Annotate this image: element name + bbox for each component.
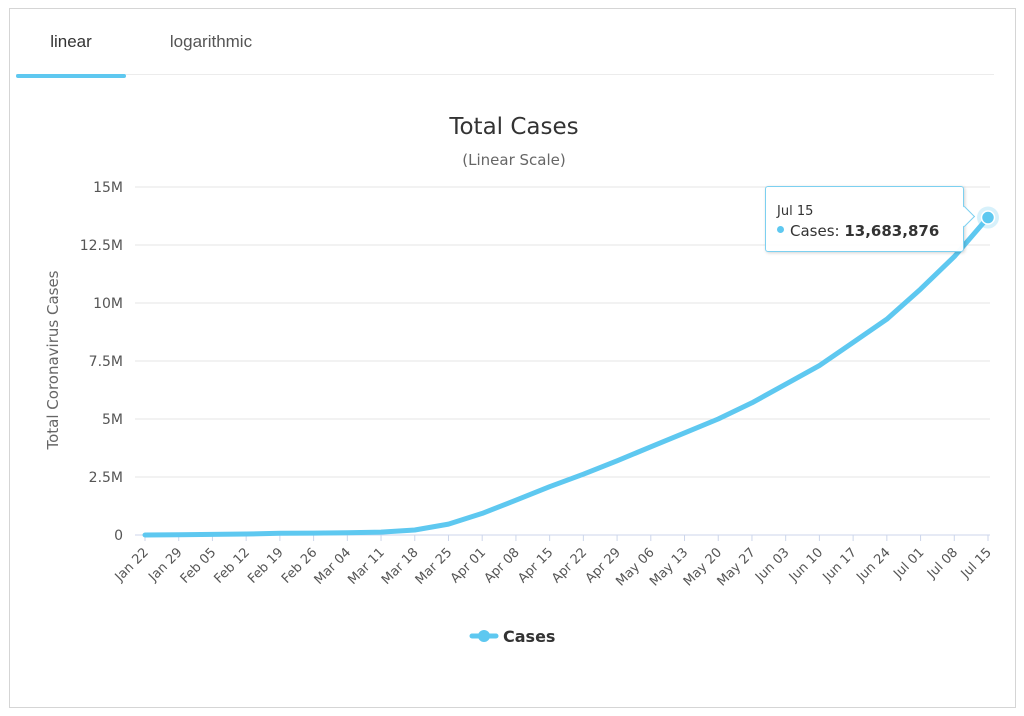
chart-title: Total Cases xyxy=(448,114,578,140)
tab-logarithmic-label: logarithmic xyxy=(169,32,253,51)
y-tick-label: 0 xyxy=(114,528,123,544)
y-axis-ticks: 0 2.5M 5M 7.5M 10M 12.5M 15M xyxy=(80,180,123,544)
tab-active-underline xyxy=(16,74,126,78)
legend[interactable]: Cases xyxy=(469,627,555,646)
x-tick-label: Feb 19 xyxy=(245,545,287,587)
x-tick-label: Apr 01 xyxy=(448,545,489,586)
x-tick-label: Jun 17 xyxy=(820,545,860,585)
tooltip-row: Cases: 13,683,876 xyxy=(777,222,939,240)
legend-label: Cases xyxy=(503,627,555,646)
scale-tabs: linear logarithmic xyxy=(16,24,994,78)
chart-subtitle: (Linear Scale) xyxy=(462,151,565,169)
x-tick-label: Apr 22 xyxy=(549,545,590,586)
y-tick-label: 10M xyxy=(93,296,123,312)
hover-point[interactable] xyxy=(980,210,996,225)
tooltip-series-dot-icon xyxy=(777,226,784,233)
x-tick-label: Jun 10 xyxy=(786,545,826,585)
tooltip-series-label: Cases: xyxy=(790,222,845,240)
x-tick-label: May 27 xyxy=(715,545,759,589)
y-tick-label: 7.5M xyxy=(89,354,123,370)
x-tick-label: Jan 22 xyxy=(112,545,152,585)
y-tick-label: 5M xyxy=(102,412,123,428)
x-tick-label: Jun 24 xyxy=(853,545,893,585)
tab-logarithmic[interactable]: logarithmic xyxy=(156,24,266,74)
legend-dot-icon xyxy=(478,630,490,642)
x-tick-label: Jul 01 xyxy=(890,545,927,582)
y-tick-label: 15M xyxy=(93,180,123,196)
x-tick-label: Mar 04 xyxy=(312,545,355,588)
tooltip-value: 13,683,876 xyxy=(844,222,940,240)
data-tooltip: Jul 15 Cases: 13,683,876 xyxy=(765,186,976,252)
series-line-cases xyxy=(142,215,991,538)
x-tick-label: Mar 11 xyxy=(345,545,388,588)
y-tick-label: 12.5M xyxy=(80,238,123,254)
x-tick-label: Jun 03 xyxy=(752,545,792,585)
tooltip-date: Jul 15 xyxy=(777,204,814,219)
x-tick-label: Feb 12 xyxy=(211,545,253,587)
x-tick-label: Jul 15 xyxy=(958,545,995,582)
x-tick-label: Mar 18 xyxy=(379,545,422,588)
x-tick-label: Apr 08 xyxy=(482,545,523,586)
y-tick-label: 2.5M xyxy=(89,470,123,486)
x-tick-label: Feb 05 xyxy=(178,545,220,587)
y-axis-label: Total Coronavirus Cases xyxy=(44,270,62,450)
x-tick-label: Jan 29 xyxy=(145,545,185,585)
x-tick-label: Apr 15 xyxy=(515,545,556,586)
x-tick-label: Mar 25 xyxy=(413,545,456,588)
tab-linear-label: linear xyxy=(50,32,92,51)
tab-linear[interactable]: linear xyxy=(16,24,126,78)
chart-card xyxy=(9,8,1016,708)
x-tick-label: Jul 08 xyxy=(924,545,961,582)
